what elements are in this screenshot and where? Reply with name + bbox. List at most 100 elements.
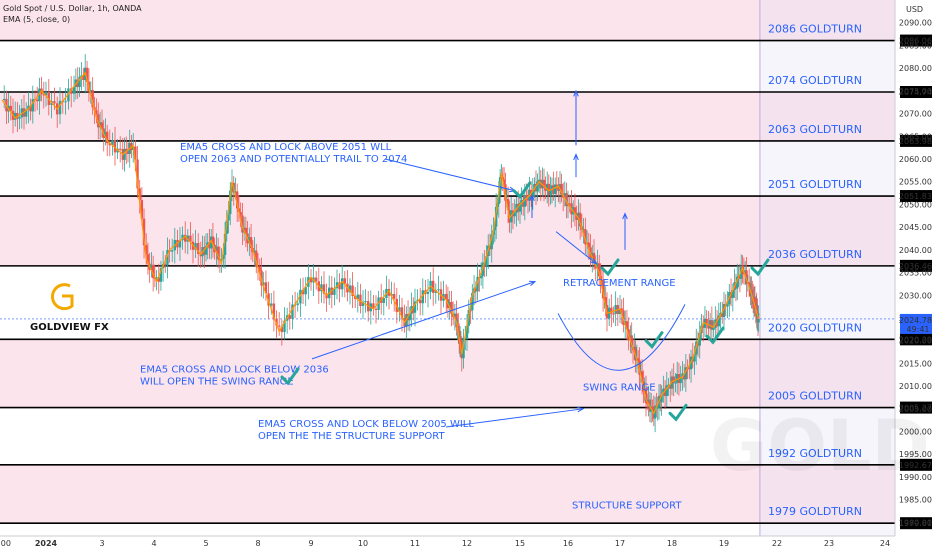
candle-body xyxy=(457,326,460,331)
candle-body xyxy=(304,286,307,295)
candle-body xyxy=(241,215,244,233)
candle-body xyxy=(708,320,712,329)
price-tick-label: 1995.000 xyxy=(899,450,932,459)
candle-body xyxy=(550,185,554,190)
arrow-head xyxy=(577,406,585,413)
candle-body xyxy=(142,218,146,246)
candle-body xyxy=(341,278,344,290)
candle-body xyxy=(630,335,633,347)
candle-body xyxy=(412,306,415,313)
candle-body xyxy=(653,405,657,419)
candle-body xyxy=(513,212,516,217)
candle-body xyxy=(85,67,89,82)
candle-body xyxy=(108,143,111,146)
annotation-text: EMA5 CROSS AND LOCK BELOW 2036 xyxy=(140,364,329,375)
candle-body xyxy=(348,285,352,293)
candle-body xyxy=(582,229,585,231)
candle-body xyxy=(408,313,411,321)
candle-body xyxy=(194,243,197,250)
candle-body xyxy=(684,367,688,380)
candle-body xyxy=(301,289,305,295)
candle-body xyxy=(278,325,281,327)
candle-body xyxy=(29,105,32,112)
arrow-line xyxy=(311,281,536,360)
candle-body xyxy=(437,289,440,291)
candle-body xyxy=(634,346,637,361)
price-tick-label: 2045.000 xyxy=(899,223,932,232)
arrow-head xyxy=(573,153,579,161)
time-axis[interactable]: 0:00 2024 3 4 5 8 9 10 11 12 15 16 17 18 19 22 23 24 xyxy=(0,535,895,548)
candle-body xyxy=(722,304,726,318)
candle-body xyxy=(688,367,691,370)
zone-band xyxy=(0,339,895,408)
candle-body xyxy=(660,395,663,403)
candle-body xyxy=(587,242,590,248)
candle-body xyxy=(227,214,230,221)
price-tick-label: 1980.000 xyxy=(899,518,932,527)
level-label: 2074 GOLDTURN xyxy=(768,74,862,87)
level-price-box xyxy=(900,34,932,47)
candle-body xyxy=(184,234,187,242)
candle-body xyxy=(3,98,6,100)
price-axis[interactable]: 2086.069 2074.744 2063.982 2051.839 2036.467… xyxy=(894,0,932,536)
candle-body xyxy=(138,188,141,201)
candle-body xyxy=(372,303,375,309)
candle-body xyxy=(488,245,492,250)
candle-body xyxy=(150,264,153,270)
candle-body xyxy=(538,179,541,182)
candle-body xyxy=(76,79,79,88)
candle-body xyxy=(544,187,547,191)
candle-body xyxy=(614,305,617,314)
arrow-head xyxy=(528,280,537,287)
candle-body xyxy=(333,288,336,295)
price-tick-label: 1985.000 xyxy=(899,496,932,505)
candle-body xyxy=(206,242,209,247)
annotation-text: OPEN 2063 AND POTENTIALLY TRAIL TO 2074 xyxy=(180,154,407,165)
arrow-line xyxy=(384,158,516,192)
candle-body xyxy=(448,302,451,309)
level-price-box xyxy=(900,517,932,530)
candle-body xyxy=(178,240,182,248)
candle-body xyxy=(726,304,729,307)
candle-body xyxy=(565,193,568,207)
candle-body xyxy=(255,250,258,267)
candle-body xyxy=(387,288,391,296)
logo-mark xyxy=(51,283,74,311)
candle-body xyxy=(351,285,354,297)
candle-body xyxy=(696,341,700,346)
time-tick-label: 23 xyxy=(824,539,834,548)
candle-body xyxy=(643,388,646,392)
candle-body xyxy=(578,212,582,227)
arrow-head xyxy=(622,212,628,220)
candle-body xyxy=(485,256,488,266)
candle-body xyxy=(450,302,453,314)
candle-body xyxy=(469,310,472,312)
candle-body xyxy=(53,101,56,104)
candle-body xyxy=(520,200,523,203)
check-icon xyxy=(512,181,532,200)
candle-body xyxy=(14,112,17,120)
candle-body xyxy=(665,385,668,397)
candle-body xyxy=(291,304,294,319)
price-tick-label: 2040.000 xyxy=(899,246,932,255)
level-label: 1979 GOLDTURN xyxy=(768,505,862,518)
candle-body xyxy=(189,235,192,242)
candle-body xyxy=(400,307,404,319)
candle-body xyxy=(234,191,237,193)
candle-body xyxy=(204,246,208,255)
candle-body xyxy=(181,234,184,241)
annotation-text: STRUCTURE SUPPORT xyxy=(572,501,682,512)
price-tick-label: 2010.000 xyxy=(899,382,932,391)
swing-range-curve xyxy=(557,304,686,371)
candle-body xyxy=(676,374,679,383)
candle-body xyxy=(78,76,81,88)
candle-body xyxy=(100,122,104,129)
time-tick-label: 10 xyxy=(358,539,368,548)
candle-body xyxy=(744,270,747,275)
candle-body xyxy=(126,151,130,154)
candle-body xyxy=(747,282,751,284)
candle-body xyxy=(151,264,155,278)
level-label: 2086 GOLDTURN xyxy=(768,23,862,36)
indicator-label[interactable]: EMA (5, close, 0) xyxy=(3,15,70,24)
